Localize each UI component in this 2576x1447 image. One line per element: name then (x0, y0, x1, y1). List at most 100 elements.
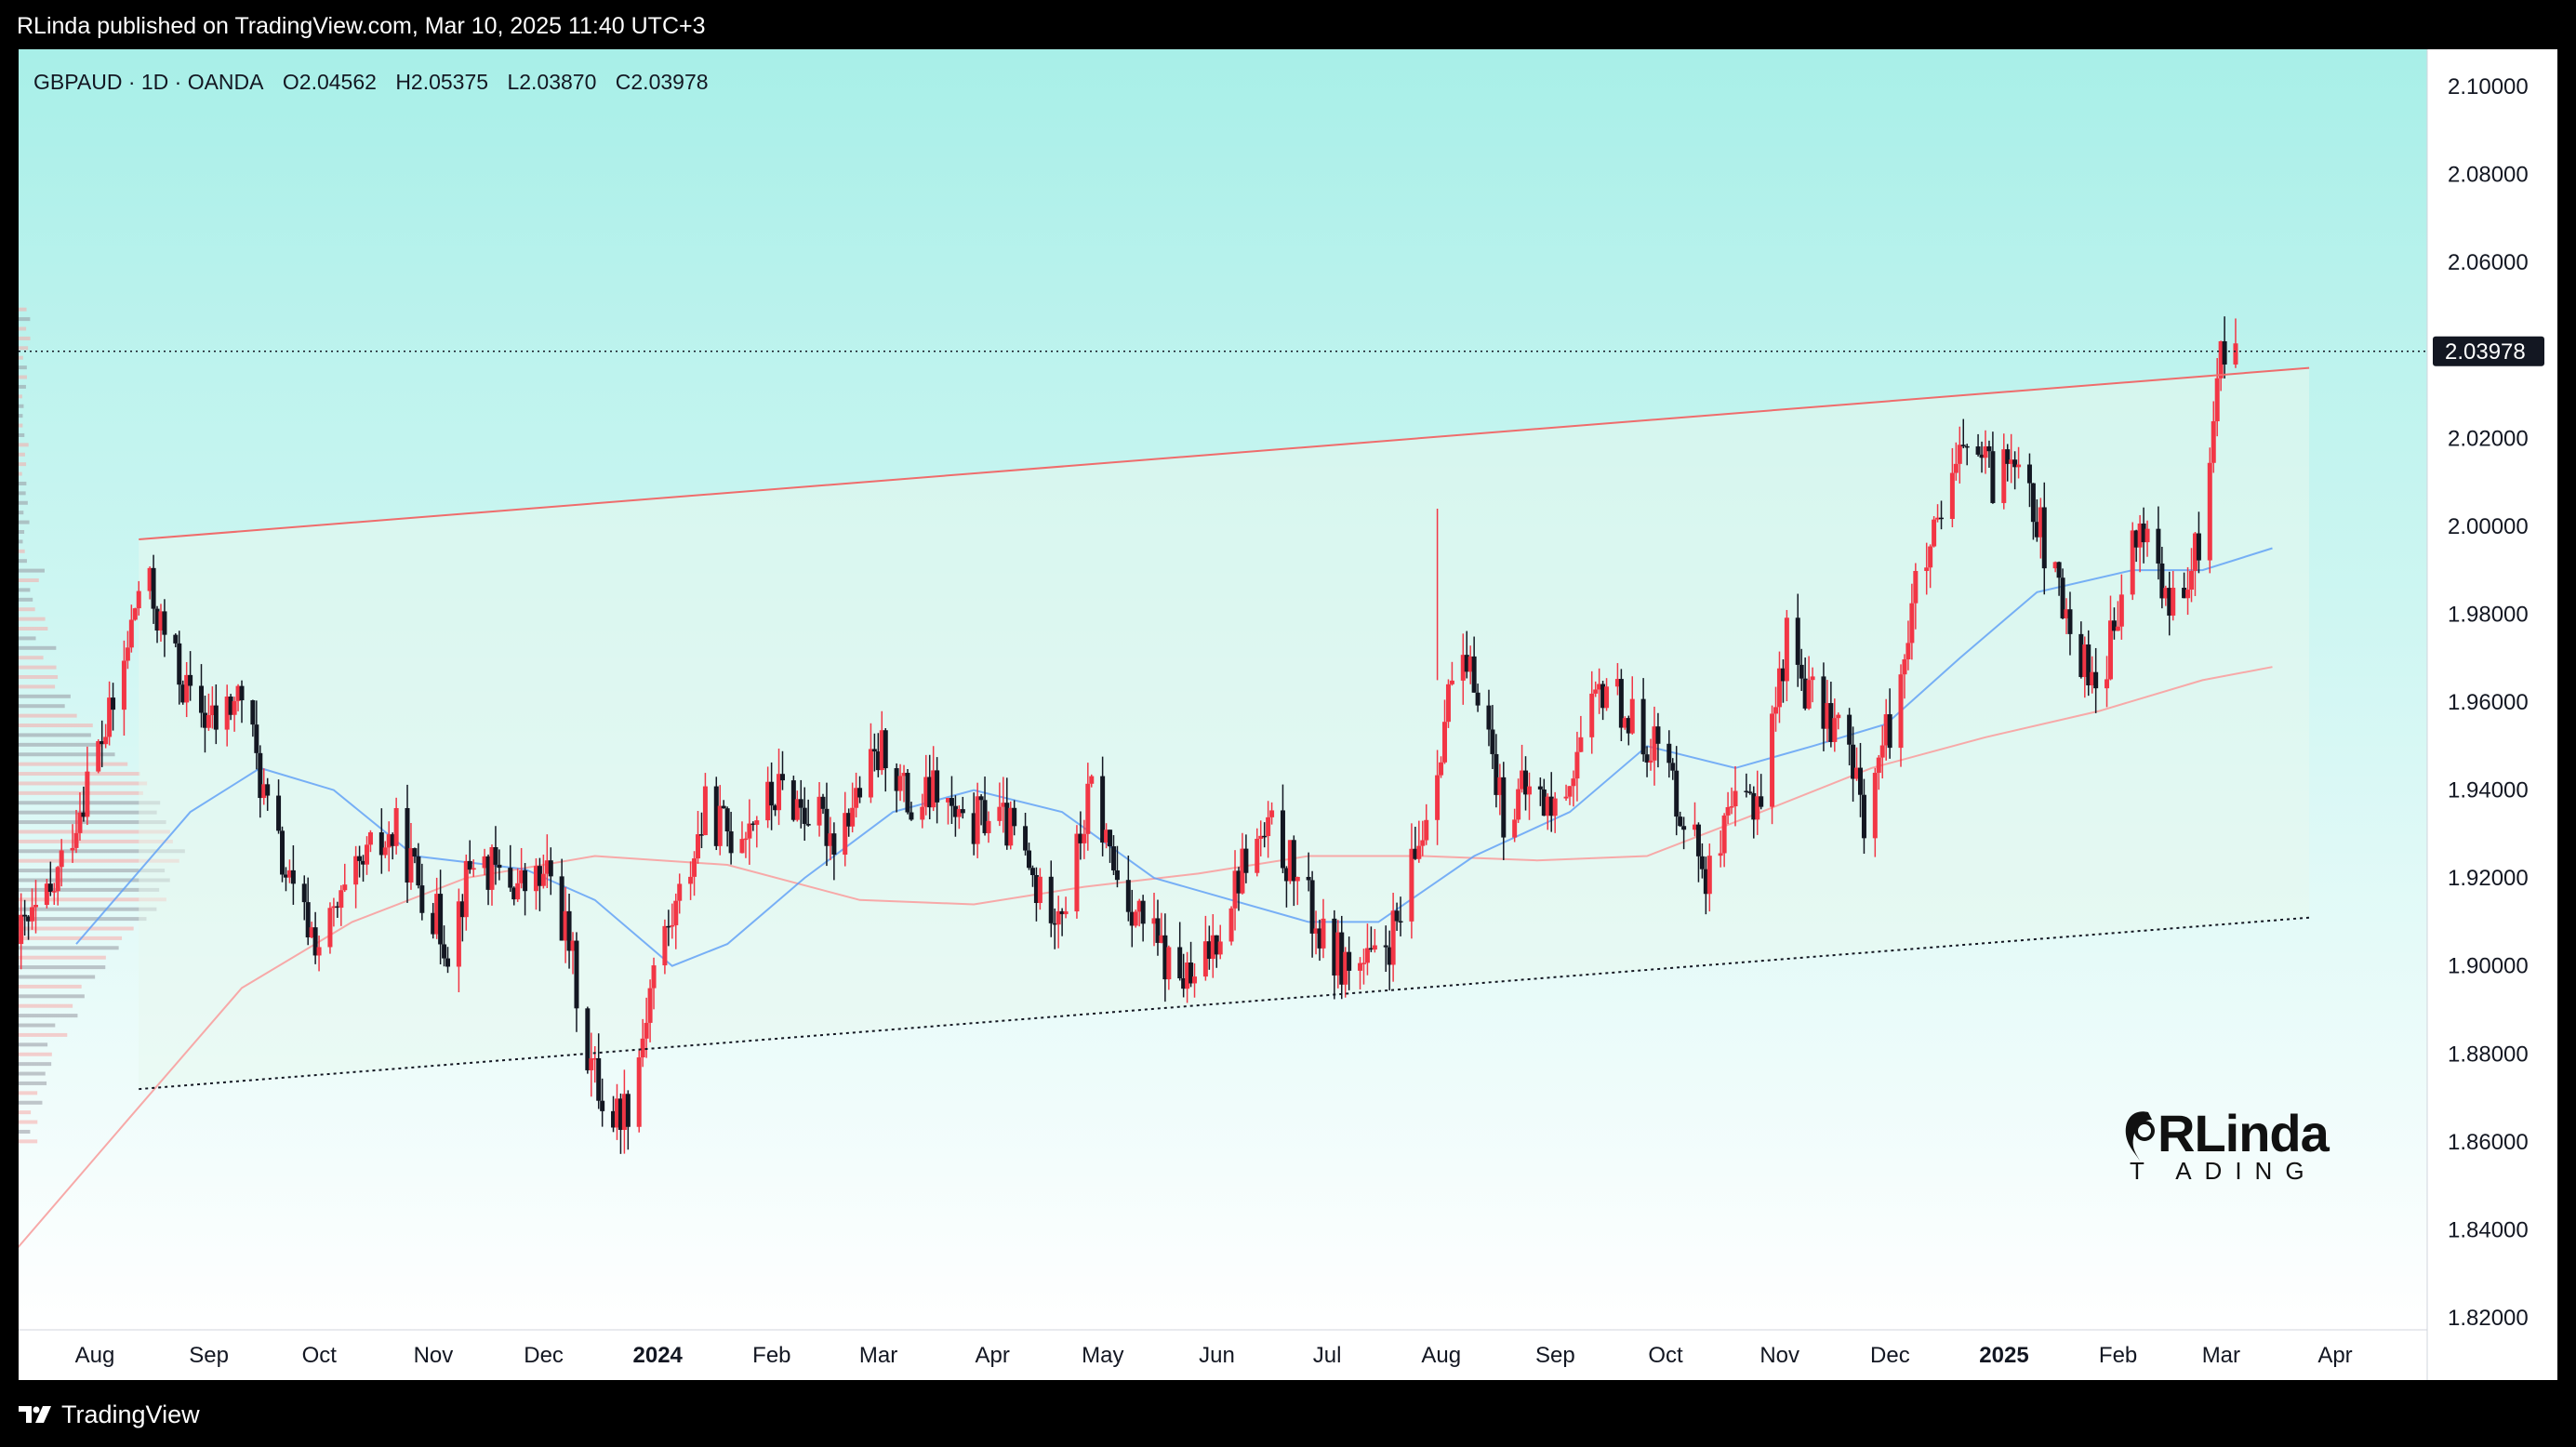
chart-frame[interactable]: 2.100002.080002.060002.040002.020002.000… (19, 49, 2557, 1380)
candle-body (1166, 947, 1172, 980)
candle-body (405, 807, 410, 883)
channel-lower-line (139, 916, 2310, 1091)
volume-profile-bar (19, 336, 31, 340)
candle-body (927, 777, 933, 808)
candle-body (1876, 757, 1881, 774)
price-tick-label: 2.00000 (2448, 514, 2529, 539)
candle-body (1674, 770, 1680, 817)
candle-body (2067, 609, 2073, 634)
candle-body (820, 796, 826, 809)
candle-body (1442, 722, 1448, 763)
candle-body (2196, 533, 2201, 561)
candle-body (986, 820, 991, 833)
candle-body (1975, 446, 1981, 455)
volume-profile-bar (19, 365, 27, 370)
volume-profile-bar (19, 404, 24, 408)
candle-body (1435, 775, 1441, 820)
candle-body (235, 685, 241, 701)
candle-body (19, 914, 24, 945)
tradingview-brand[interactable]: TradingView (17, 1398, 200, 1431)
candle-body (1964, 445, 1970, 448)
candle-body (2130, 530, 2135, 595)
candle-body (493, 846, 498, 865)
candle-body (790, 780, 796, 820)
candle-body (128, 619, 134, 648)
candle-body (1063, 911, 1069, 915)
volume-profile-bar (19, 897, 166, 902)
price-scale-background (2427, 49, 2557, 1380)
volume-profile-bar (19, 694, 71, 698)
watermark-title: RLinda (2158, 1104, 2330, 1162)
volume-profile-bar (19, 907, 157, 911)
candle-body (1567, 786, 1573, 797)
candle-body (1861, 794, 1866, 839)
candle-body (713, 786, 719, 846)
candle-body (717, 805, 723, 846)
candle-body (2107, 620, 2113, 680)
candle-body (290, 870, 296, 884)
candle-body (283, 874, 288, 878)
candle-body (485, 856, 491, 890)
candle-body (2189, 570, 2195, 591)
candle-body (1770, 713, 1775, 807)
candle-body (1306, 876, 1311, 881)
candle-body (982, 800, 988, 833)
volume-profile-bar (19, 830, 170, 834)
candle-body (1439, 762, 1444, 776)
candle-body (342, 884, 348, 891)
candle-body (103, 737, 109, 745)
candle-body (960, 809, 965, 814)
candle-body (1729, 806, 1734, 808)
price-chart[interactable]: 2.100002.080002.060002.040002.020002.000… (19, 49, 2557, 1380)
candle-body (2163, 588, 2169, 599)
price-axis[interactable]: 2.100002.080002.060002.040002.020002.000… (2448, 74, 2529, 1331)
candle-body (1262, 835, 1268, 838)
candle-body (2001, 449, 2007, 503)
candle-body (1136, 900, 1142, 912)
candle-body (754, 820, 760, 825)
volume-profile-bar (19, 656, 44, 660)
candle-body (1832, 718, 1838, 742)
candle-body (390, 834, 395, 846)
volume-profile-bar (19, 984, 82, 989)
candle-body (2156, 528, 2161, 564)
candle-body (871, 749, 877, 752)
candle-body (1597, 684, 1602, 690)
candle-body (721, 805, 726, 809)
candle-body (750, 823, 756, 826)
candle-body (1836, 714, 1841, 719)
candle-body (1600, 684, 1606, 709)
candle-body (1206, 941, 1212, 959)
candle-body (1802, 678, 1808, 709)
volume-profile-bar (19, 384, 26, 389)
volume-profile-bar (19, 645, 57, 650)
candle-body (357, 856, 363, 861)
candle-body (111, 697, 116, 710)
volume-profile-bar (19, 684, 56, 689)
candle-body (154, 608, 160, 631)
volume-profile-bar (19, 1023, 56, 1028)
candle-body (1313, 928, 1319, 934)
candle-body (1851, 744, 1856, 779)
time-tick-label: Feb (752, 1343, 790, 1368)
candle-body (1526, 786, 1532, 795)
candle-body (636, 1057, 642, 1127)
top-bar: RLinda published on TradingView.com, Mar… (0, 0, 2576, 48)
candle-body (1269, 810, 1275, 817)
candle-body (367, 832, 373, 845)
candle-body (1368, 948, 1374, 950)
volume-profile-bar (19, 887, 160, 892)
candle-body (901, 773, 907, 777)
symbol-line[interactable]: GBPAUD · 1D · OANDA (33, 70, 264, 94)
candle-body (1784, 617, 1789, 682)
volume-profile-bar (19, 1091, 38, 1095)
candle-body (515, 883, 521, 900)
candle-body (1210, 935, 1215, 959)
candle-body (2115, 626, 2120, 631)
candle-body (339, 890, 344, 909)
candle-body (1394, 910, 1400, 922)
candle-body (2185, 590, 2191, 599)
candle-body (1358, 962, 1363, 971)
candle-body (1255, 838, 1260, 873)
time-axis[interactable]: Aug Sep Oct Nov Dec 2024 Feb Mar Apr May Jun Jul Aug… (75, 1343, 2353, 1368)
